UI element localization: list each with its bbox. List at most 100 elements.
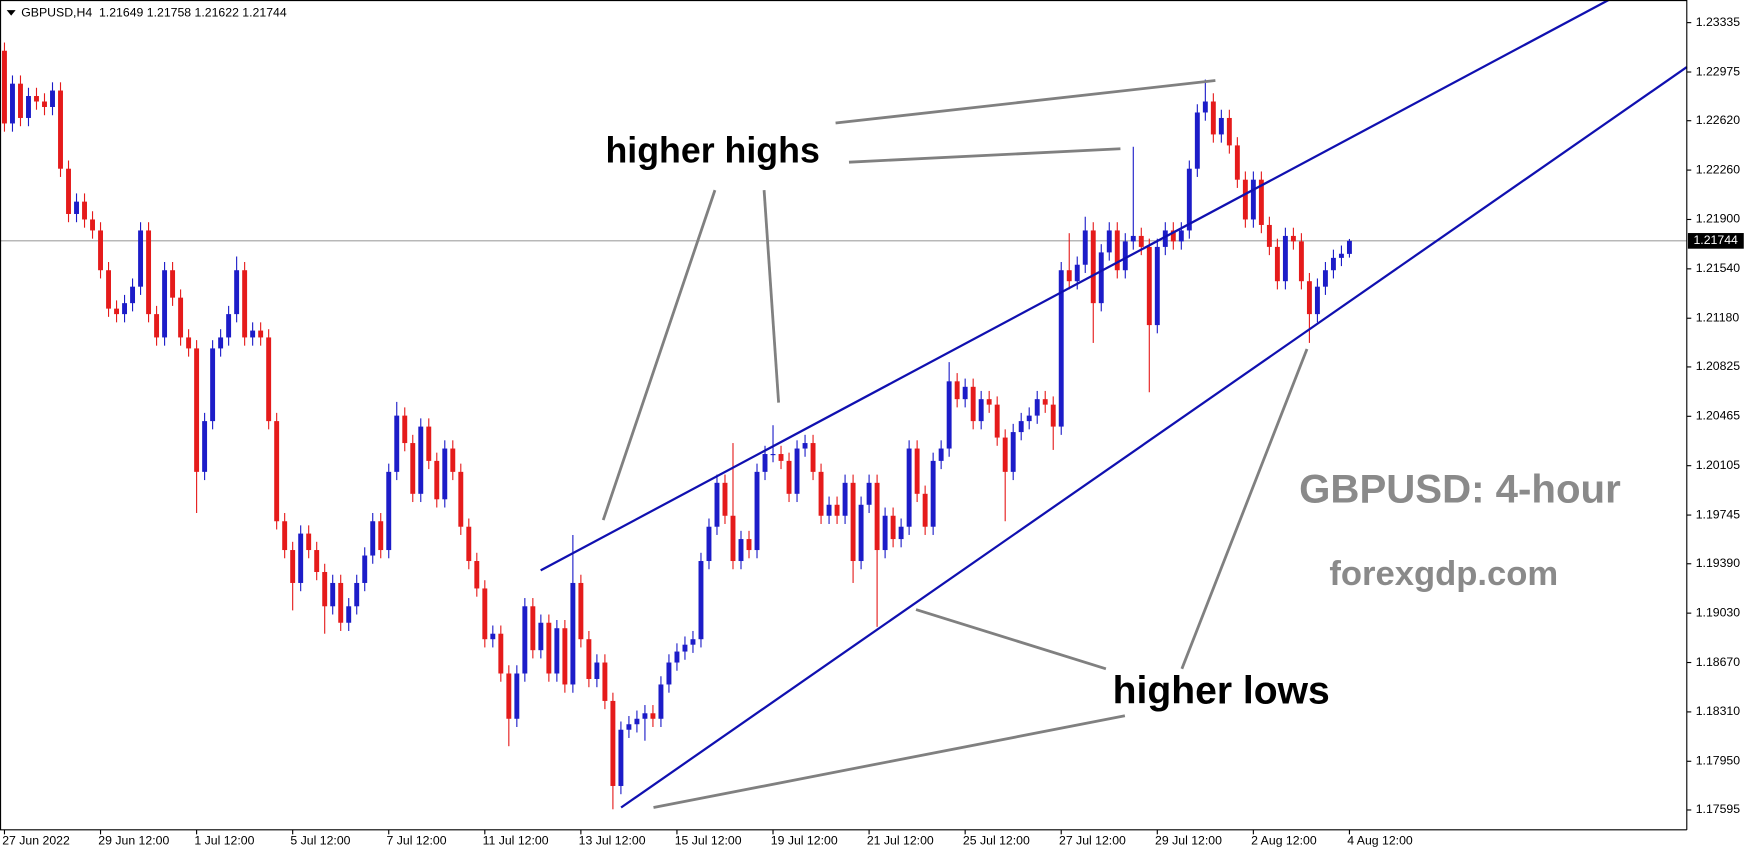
candle-body xyxy=(594,662,600,679)
candle-body xyxy=(1234,145,1240,180)
x-tick-label: 11 Jul 12:00 xyxy=(483,833,549,847)
y-tick-label: 1.20105 xyxy=(1696,458,1741,472)
candle-body xyxy=(322,571,328,607)
candle-body xyxy=(1074,264,1080,282)
candle-body xyxy=(546,622,552,674)
candle-body xyxy=(586,639,592,679)
candle-body xyxy=(762,454,768,472)
candle-body xyxy=(1330,257,1336,271)
candle-body xyxy=(1282,235,1288,282)
candle-body xyxy=(1146,246,1152,326)
candle-body xyxy=(1090,230,1096,304)
candle-body xyxy=(1098,252,1104,304)
candle-body xyxy=(290,550,296,583)
candle-body xyxy=(714,482,720,527)
candle-body xyxy=(370,521,376,556)
candle-body xyxy=(666,662,672,685)
candle-body xyxy=(826,504,832,516)
candle-body xyxy=(930,460,936,527)
pointer-line xyxy=(601,189,717,521)
candle-body xyxy=(562,628,568,685)
candle-body xyxy=(842,482,848,516)
candle-body xyxy=(1258,179,1264,225)
x-tick-label: 7 Jul 12:00 xyxy=(387,833,447,847)
x-tick-label: 21 Jul 12:00 xyxy=(867,833,934,847)
candle-body xyxy=(1322,270,1328,287)
candle-body xyxy=(1138,235,1144,247)
y-tick-label: 1.21540 xyxy=(1696,261,1741,275)
candle-body xyxy=(50,90,55,107)
candle-body xyxy=(218,337,224,349)
candle-body xyxy=(58,90,63,169)
candle-body xyxy=(882,515,888,551)
candle-body xyxy=(258,330,264,338)
y-tick-label: 1.19390 xyxy=(1696,556,1741,570)
candle-body xyxy=(42,101,47,107)
candle-body xyxy=(194,348,200,472)
candle-body xyxy=(242,270,248,338)
candle-body xyxy=(418,426,424,494)
candle-body xyxy=(274,421,280,522)
y-tick-label: 1.17595 xyxy=(1696,802,1741,816)
candle-body xyxy=(618,729,624,786)
candle-body xyxy=(658,684,664,719)
candle-body xyxy=(338,582,344,623)
candle-body xyxy=(994,404,1000,438)
candle-body xyxy=(778,454,784,461)
candle-body xyxy=(530,606,536,651)
symbol-header: GBPUSD,H4 1.21649 1.21758 1.21622 1.2174… xyxy=(21,6,287,20)
candle-body xyxy=(378,521,384,551)
candle-body xyxy=(130,286,136,304)
candle-body xyxy=(1210,101,1216,135)
x-tick-label: 4 Aug 12:00 xyxy=(1347,833,1413,847)
x-tick-label: 27 Jul 12:00 xyxy=(1059,833,1126,847)
candle-body xyxy=(754,471,760,551)
pointer-line xyxy=(653,714,1126,809)
candle-body xyxy=(706,526,712,562)
candle-body xyxy=(698,561,704,640)
candle-body xyxy=(362,555,368,583)
candle-body xyxy=(330,582,336,607)
y-tick-label: 1.17950 xyxy=(1696,754,1741,768)
candle-body xyxy=(634,718,640,725)
candle-body xyxy=(506,673,512,719)
candle-body xyxy=(466,526,472,562)
candle-body xyxy=(250,330,256,338)
drawings xyxy=(540,0,1688,809)
candle-body xyxy=(602,662,608,701)
candle-body xyxy=(962,386,968,400)
current-price-box xyxy=(1687,233,1744,249)
candle-body xyxy=(610,700,616,786)
candle-body xyxy=(738,539,744,562)
candle-body xyxy=(402,415,408,444)
menu-arrow[interactable] xyxy=(6,10,16,16)
candle-body xyxy=(90,219,95,231)
candle-body xyxy=(450,448,456,472)
candle-body xyxy=(202,421,208,472)
candle-body xyxy=(458,471,464,527)
candle-body xyxy=(122,303,128,315)
candle-body xyxy=(690,639,696,645)
y-tick-label: 1.18670 xyxy=(1696,655,1741,669)
candle-body xyxy=(1026,415,1032,422)
candle-body xyxy=(514,673,520,719)
candle-body xyxy=(1242,179,1248,220)
upper-channel-line xyxy=(540,0,1610,572)
candle-body xyxy=(426,426,432,461)
lower-channel-line xyxy=(620,66,1688,809)
candle-body xyxy=(858,504,864,562)
current-price-label: 1.21744 xyxy=(1693,233,1738,247)
candle-body xyxy=(98,230,103,271)
candle-body xyxy=(186,337,192,349)
candle-body xyxy=(1122,241,1128,271)
candle-body xyxy=(114,308,120,315)
candle-body xyxy=(1186,168,1192,231)
candle-body xyxy=(578,582,584,640)
y-tick-label: 1.19030 xyxy=(1696,605,1741,619)
y-tick-label: 1.19745 xyxy=(1696,507,1741,521)
candle-body xyxy=(210,348,216,422)
x-tick-label: 15 Jul 12:00 xyxy=(675,833,742,847)
candle-body xyxy=(554,628,560,674)
candle-body xyxy=(1178,230,1184,242)
